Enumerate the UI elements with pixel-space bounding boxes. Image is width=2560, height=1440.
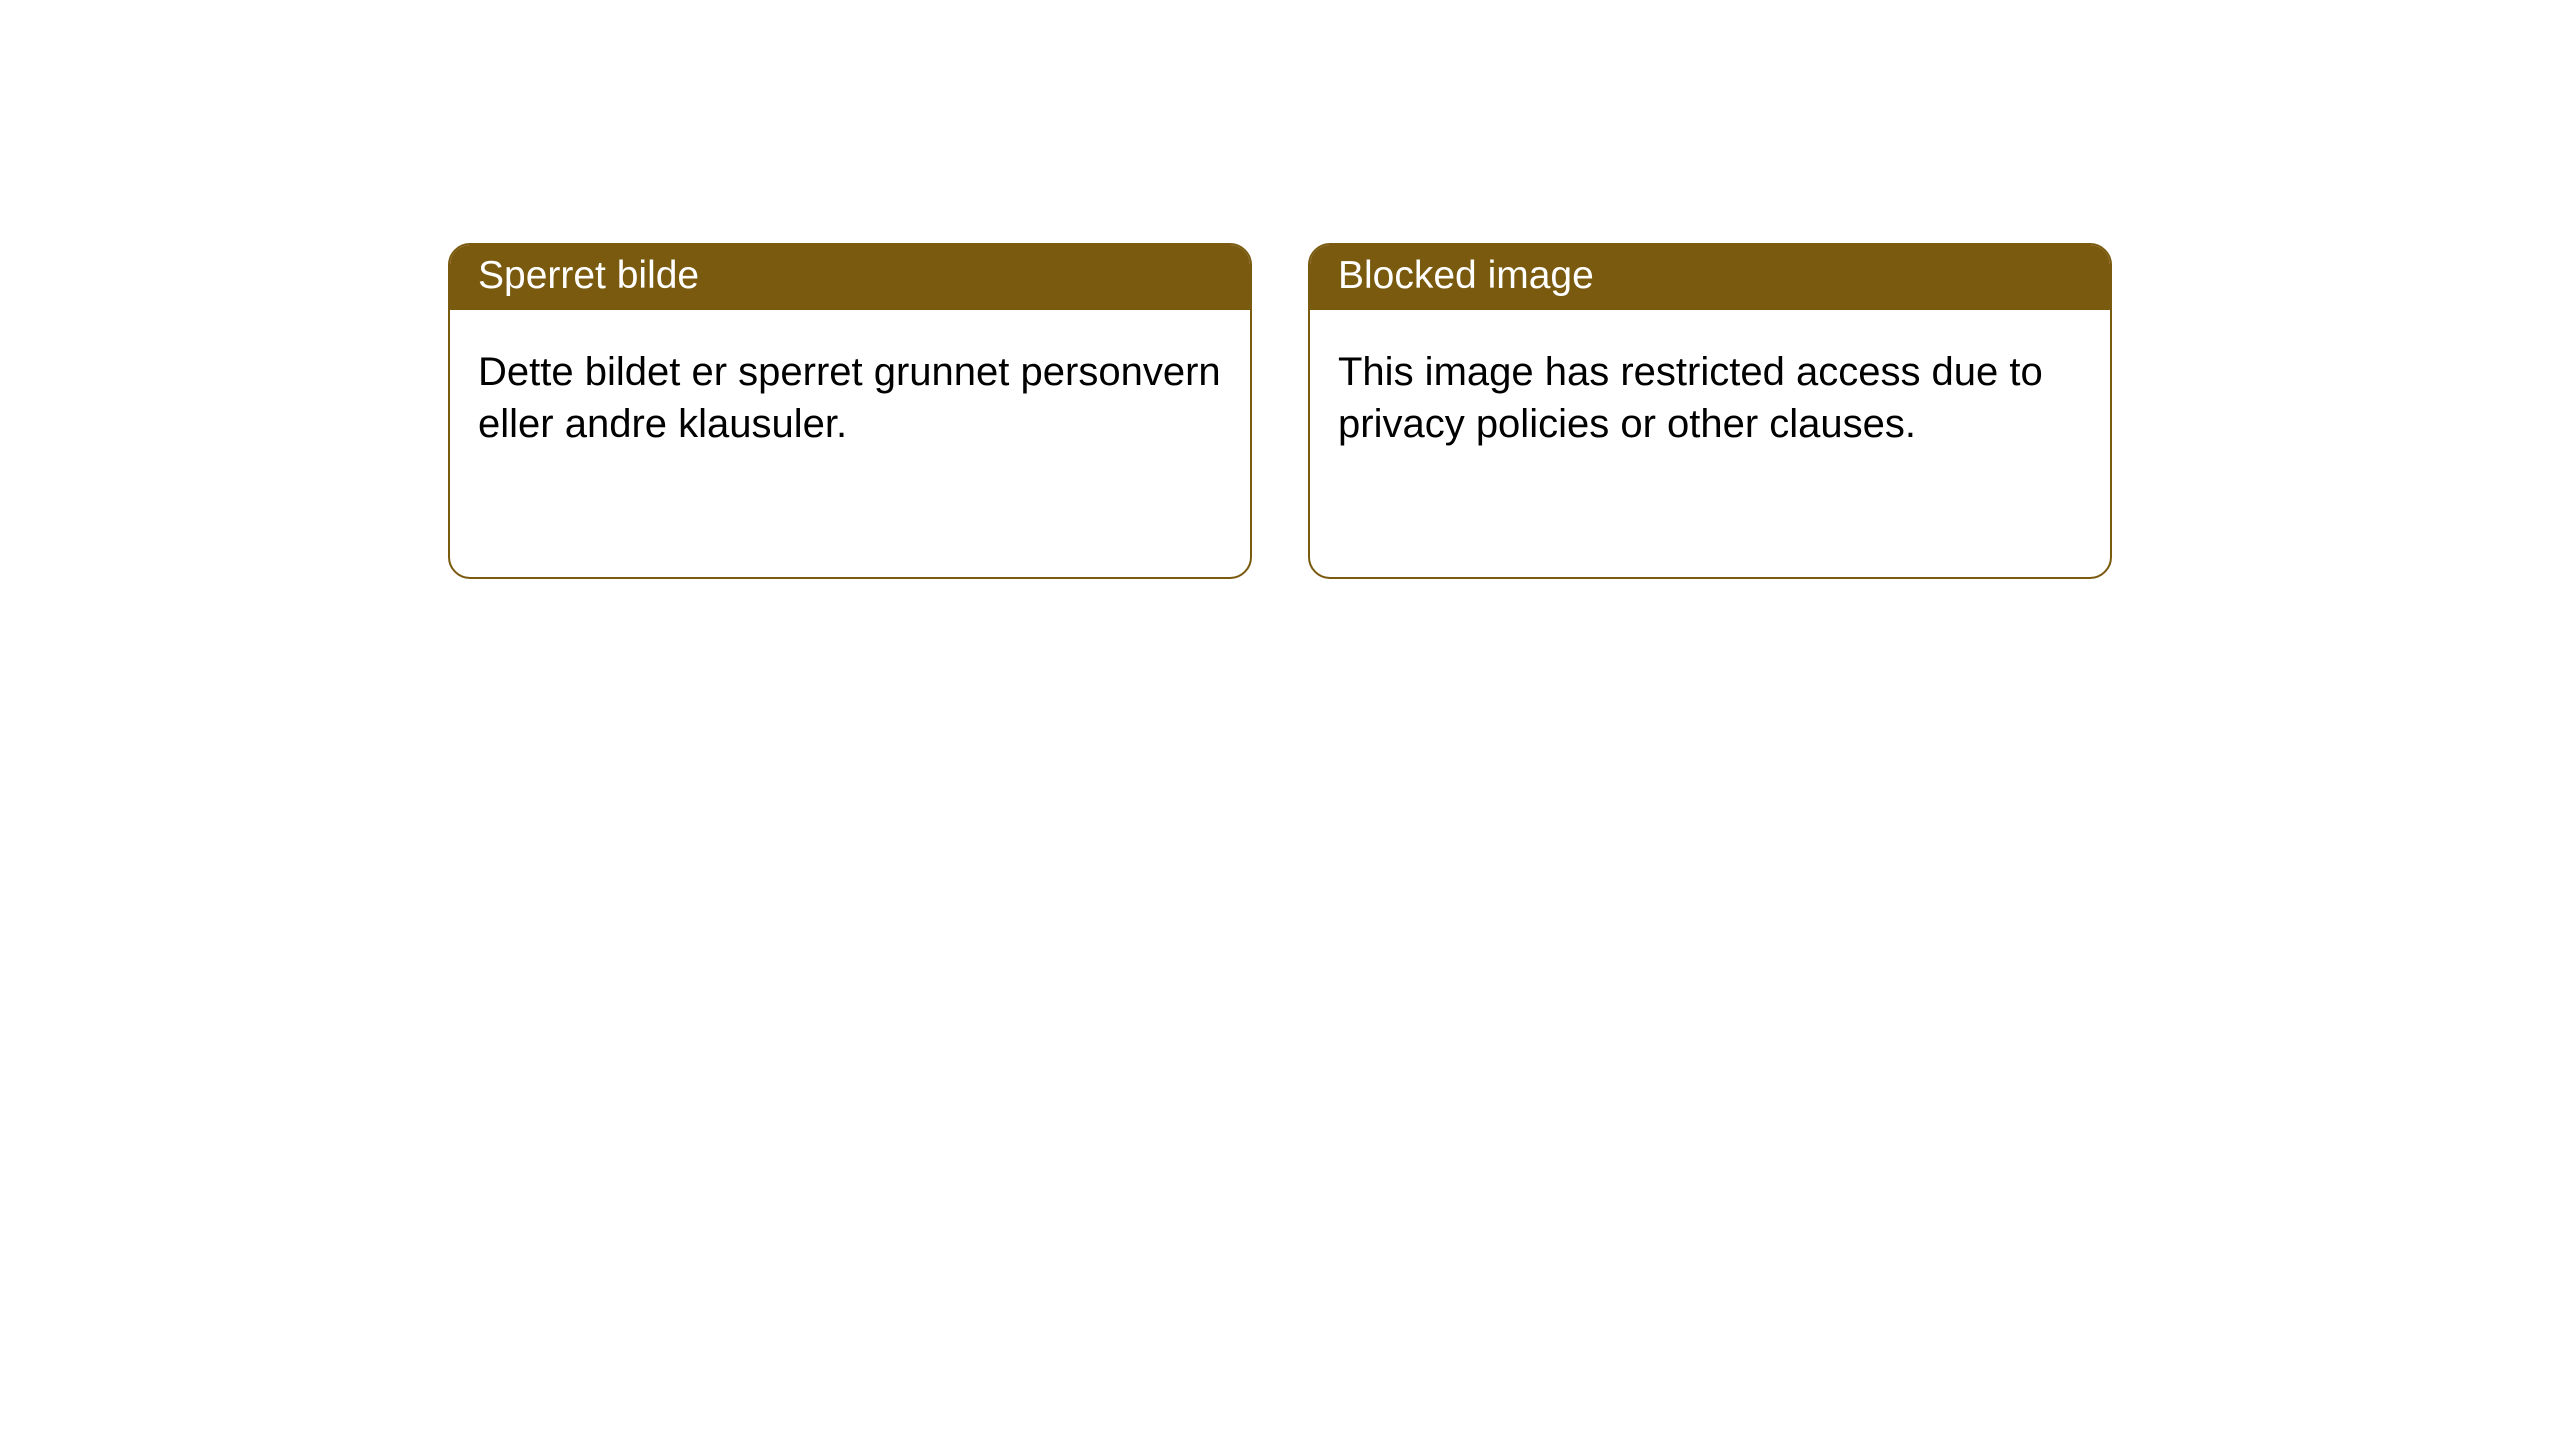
notice-body-norwegian: Dette bildet er sperret grunnet personve… [450, 310, 1250, 486]
notice-card-english: Blocked image This image has restricted … [1308, 243, 2112, 579]
notice-title-english: Blocked image [1310, 245, 2110, 310]
notice-container: Sperret bilde Dette bildet er sperret gr… [0, 0, 2560, 579]
notice-card-norwegian: Sperret bilde Dette bildet er sperret gr… [448, 243, 1252, 579]
notice-title-norwegian: Sperret bilde [450, 245, 1250, 310]
notice-body-english: This image has restricted access due to … [1310, 310, 2110, 486]
